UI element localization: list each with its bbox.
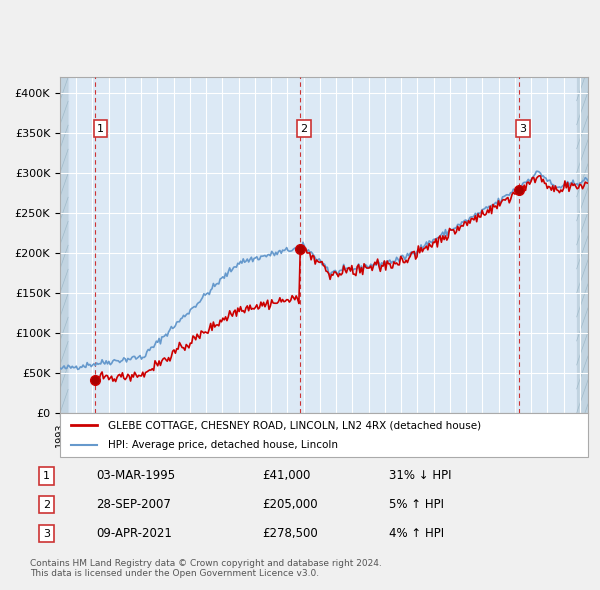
Text: 3: 3 [520,124,527,134]
Text: HPI: Average price, detached house, Lincoln: HPI: Average price, detached house, Linc… [107,440,338,450]
Text: GLEBE COTTAGE, CHESNEY ROAD, LINCOLN, LN2 4RX (detached house): GLEBE COTTAGE, CHESNEY ROAD, LINCOLN, LN… [107,421,481,430]
Text: Contains HM Land Registry data © Crown copyright and database right 2024.
This d: Contains HM Land Registry data © Crown c… [30,559,382,578]
Text: 31% ↓ HPI: 31% ↓ HPI [389,469,451,482]
Bar [577,77,588,413]
Text: 09-APR-2021: 09-APR-2021 [96,527,172,540]
FancyBboxPatch shape [60,413,588,457]
Text: £278,500: £278,500 [262,527,317,540]
Text: 1: 1 [43,471,50,481]
Bar [60,77,68,413]
Text: 1: 1 [97,124,104,134]
Text: 28-SEP-2007: 28-SEP-2007 [96,498,171,511]
Text: 2: 2 [300,124,307,134]
Text: £205,000: £205,000 [262,498,317,511]
Text: 03-MAR-1995: 03-MAR-1995 [96,469,175,482]
Text: £41,000: £41,000 [262,469,310,482]
Bar [577,77,588,413]
Text: 5% ↑ HPI: 5% ↑ HPI [389,498,444,511]
Text: 4% ↑ HPI: 4% ↑ HPI [389,527,444,540]
Text: 3: 3 [43,529,50,539]
Text: 2: 2 [43,500,50,510]
Bar [60,77,68,413]
